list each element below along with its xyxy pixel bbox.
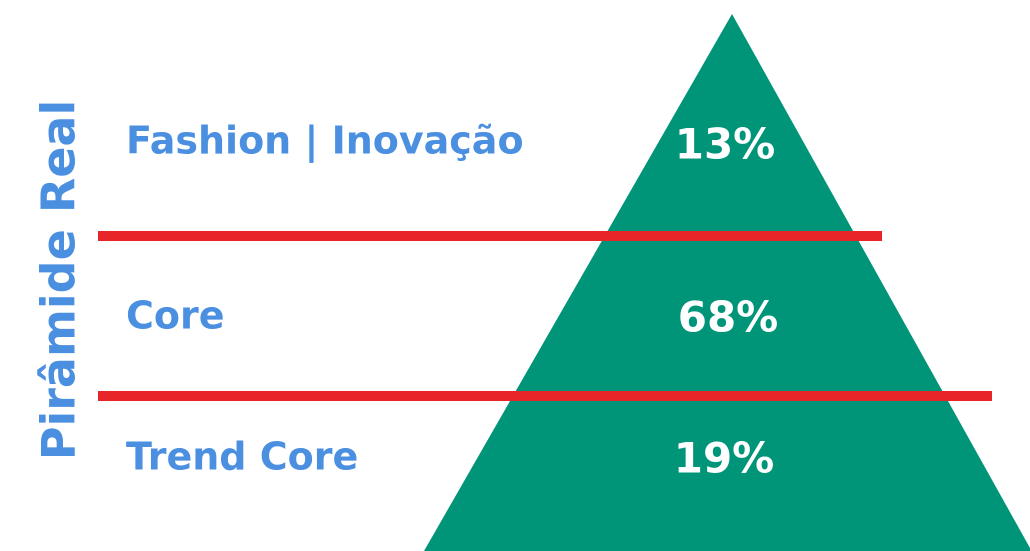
level-label: Core — [126, 294, 225, 338]
level-value: 19% — [674, 434, 775, 483]
level-label: Fashion | Inovação — [126, 119, 524, 164]
divider — [98, 231, 882, 241]
divider — [98, 391, 992, 401]
level-value: 13% — [675, 120, 776, 169]
pyramid — [424, 14, 1030, 551]
level-value: 68% — [678, 293, 779, 342]
title: Pirâmide Real — [32, 100, 86, 460]
level-label: Trend Core — [126, 435, 358, 479]
